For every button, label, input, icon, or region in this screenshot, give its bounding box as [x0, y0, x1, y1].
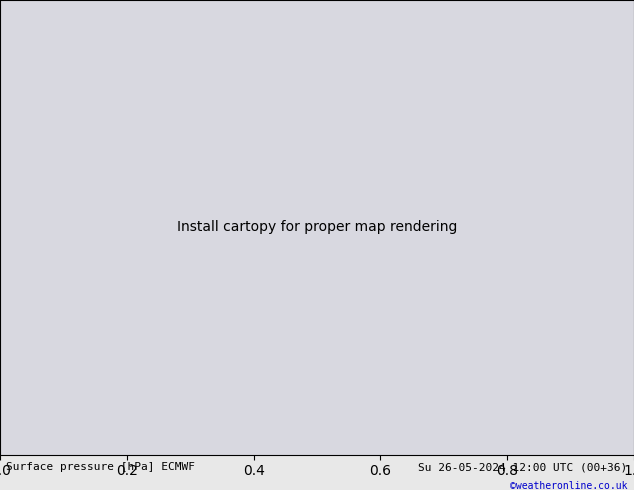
Text: Install cartopy for proper map rendering: Install cartopy for proper map rendering	[177, 220, 457, 234]
Text: Surface pressure [hPa] ECMWF: Surface pressure [hPa] ECMWF	[6, 462, 195, 472]
Text: Su 26-05-2024 12:00 UTC (00+36): Su 26-05-2024 12:00 UTC (00+36)	[418, 462, 628, 472]
Text: ©weatheronline.co.uk: ©weatheronline.co.uk	[510, 482, 628, 490]
